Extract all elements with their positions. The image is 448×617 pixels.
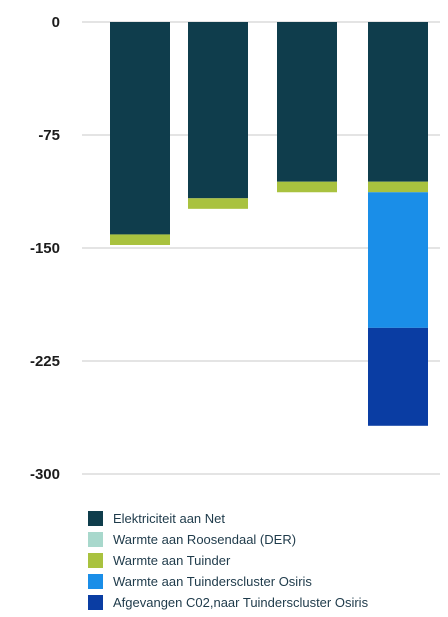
legend-item: Warmte aan Roosendaal (DER) <box>88 529 368 550</box>
y-axis-ticks: 0 -75 -150 -225 -300 <box>30 14 60 483</box>
bar-segment <box>368 181 428 193</box>
y-tick-label: -225 <box>30 353 60 370</box>
legend-swatch <box>88 511 103 526</box>
legend-swatch <box>88 574 103 589</box>
y-tick-label: 0 <box>52 14 60 31</box>
bar-segment <box>368 22 428 182</box>
legend-label: Afgevangen C02,naar Tuinderscluster Osir… <box>113 595 369 610</box>
y-tick-label: -75 <box>38 127 60 144</box>
bar-segment <box>188 198 248 209</box>
bars <box>110 22 428 426</box>
legend-item: Warmte aan Tuinderscluster Osiris <box>88 571 368 592</box>
legend-swatch <box>88 553 103 568</box>
legend-item: Elektriciteit aan Net <box>88 508 368 529</box>
stacked-bar-chart: 0 -75 -150 -225 -300 <box>30 14 440 483</box>
bar-segment <box>188 22 248 199</box>
bar-segment <box>110 22 170 235</box>
legend-label: Elektriciteit aan Net <box>113 511 225 526</box>
bar-segment <box>368 327 428 426</box>
legend-label: Warmte aan Tuinder <box>113 553 231 568</box>
legend: Elektriciteit aan Net Warmte aan Roosenda… <box>88 508 368 613</box>
bar-segment <box>277 181 337 193</box>
legend-swatch <box>88 595 103 610</box>
legend-label: Warmte aan Tuinderscluster Osiris <box>113 574 312 589</box>
y-tick-label: -150 <box>30 240 60 257</box>
y-tick-label: -300 <box>30 466 60 483</box>
legend-item: Afgevangen C02,naar Tuinderscluster Osir… <box>88 592 368 613</box>
legend-item: Warmte aan Tuinder <box>88 550 368 571</box>
bar-segment <box>277 22 337 182</box>
bar-segment <box>110 234 170 245</box>
legend-label: Warmte aan Roosendaal (DER) <box>113 532 297 547</box>
legend-swatch <box>88 532 103 547</box>
bar-segment <box>368 192 428 328</box>
